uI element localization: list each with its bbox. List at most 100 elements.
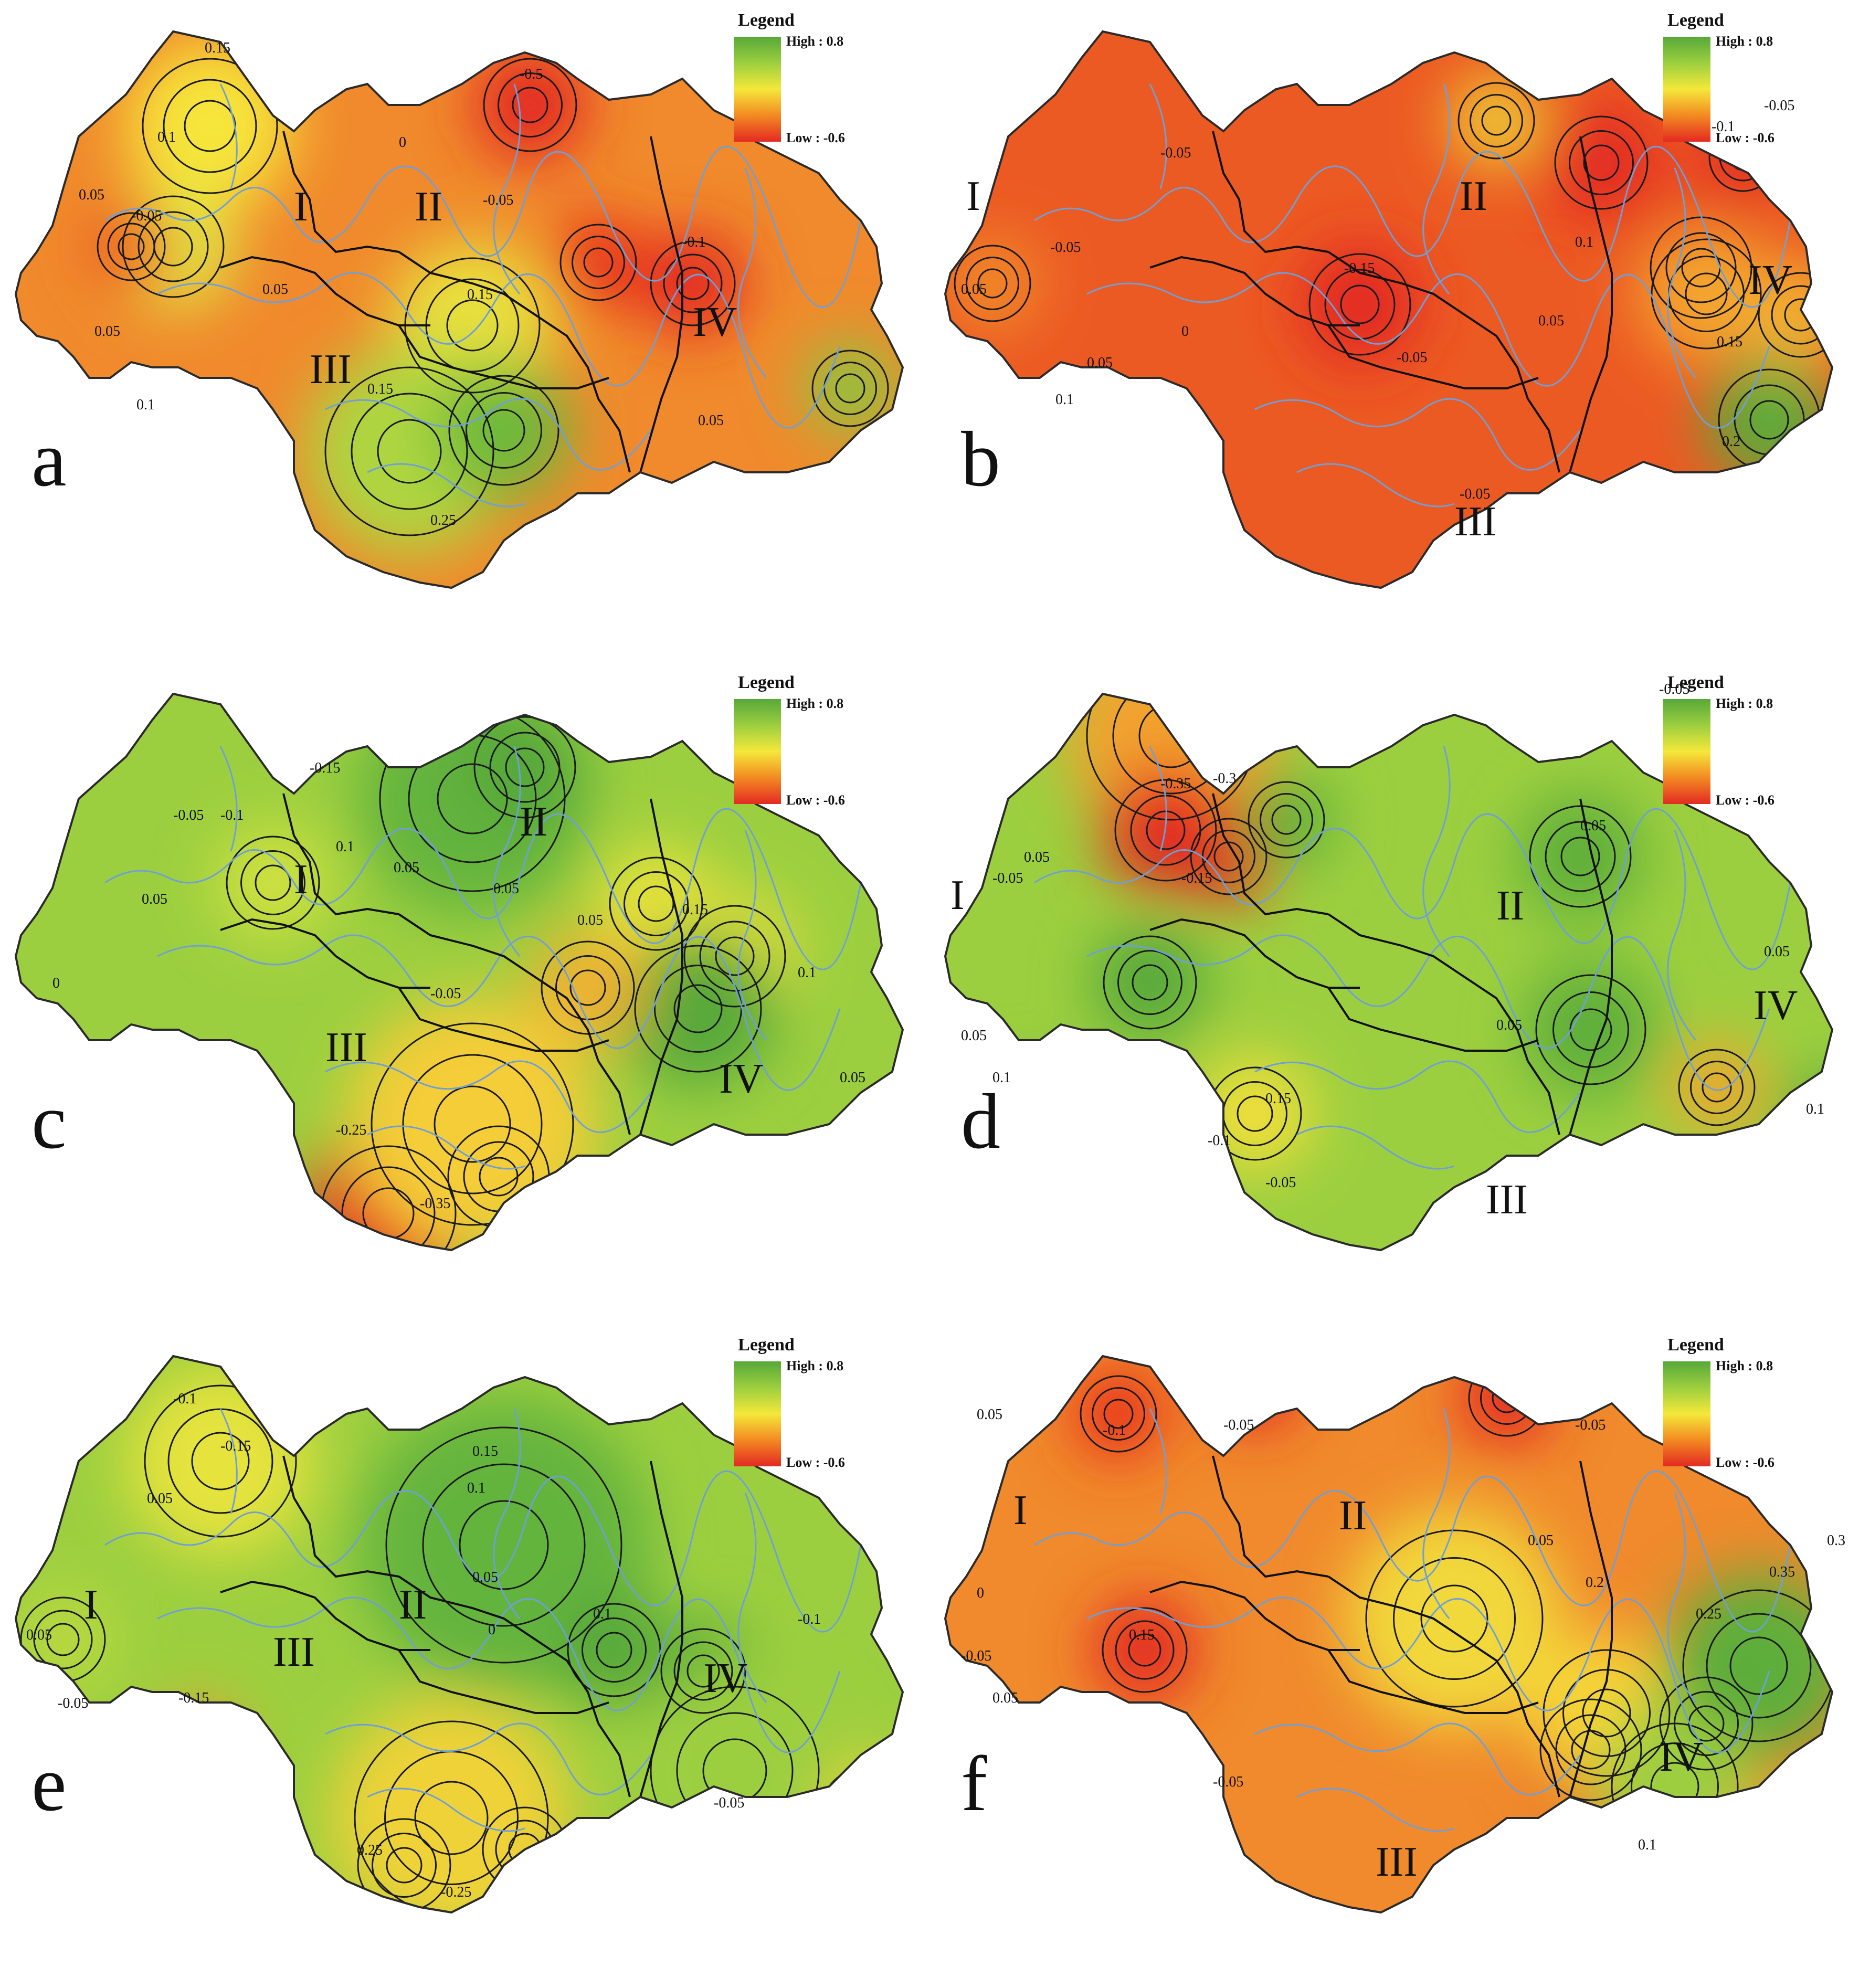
contour-value-label: 0.05 — [394, 860, 419, 876]
region-label-III: III — [273, 1629, 315, 1675]
legend: Legend High : 0.8 Low : -0.6 — [1659, 1335, 1795, 1482]
contour-line — [473, 716, 576, 819]
contour-value-label: 0 — [488, 1622, 495, 1638]
contour-line — [1216, 1356, 1294, 1421]
river-line — [104, 1470, 862, 1633]
river-line — [1086, 1596, 1770, 1753]
contour-value-label: 0.15 — [367, 381, 393, 397]
contour-line — [1340, 284, 1380, 324]
river-line — [1086, 272, 1770, 429]
contour-line — [1457, 82, 1535, 160]
contour-line — [1545, 821, 1616, 892]
value-patch — [1460, 1356, 1554, 1445]
contour-line — [596, 1632, 632, 1668]
region-boundary — [1327, 913, 1529, 1062]
value-patch — [1197, 1056, 1313, 1171]
contour-line — [163, 79, 257, 173]
legend-low-label: Low : -0.6 — [786, 130, 845, 145]
panel-letter: b — [961, 416, 1000, 503]
legend-title: Legend — [738, 673, 795, 692]
river-line — [1254, 1060, 1581, 1133]
map-panel-d: -0.05 0.05 -0.35 -0.3 -0.15 0.05 0.1 0.15 -0.1 -0… — [930, 662, 1859, 1325]
map-outline — [14, 692, 904, 1252]
contour-line — [118, 233, 145, 260]
contour-line — [673, 984, 723, 1033]
region-label-IV: IV — [719, 1056, 763, 1102]
contour-line — [165, 1710, 234, 1779]
region-boundary — [398, 251, 599, 399]
contour-value-label: 0.05 — [142, 891, 167, 907]
contour-value-label: 0.05 — [577, 912, 603, 928]
contour-line — [1729, 1636, 1788, 1695]
contour-line — [609, 856, 703, 951]
region-label-II: II — [415, 184, 442, 230]
river-line — [1422, 83, 1451, 294]
map-outline — [944, 692, 1834, 1252]
legend-color-ramp — [1663, 37, 1710, 142]
contour-map-b: -0.05 -0.05 0.05 0.05 0.1 0 -0.15 -0.05 -0.05 0.0… — [944, 30, 1834, 589]
contour-line — [1080, 1375, 1157, 1453]
region-label-III: III — [325, 1024, 367, 1071]
value-patch — [1544, 105, 1659, 220]
river-line — [367, 463, 525, 507]
river-line — [325, 398, 652, 471]
region-label-I: I — [1013, 1487, 1028, 1534]
contour-line — [1583, 144, 1620, 181]
region-boundary — [1569, 798, 1613, 1135]
river-line — [1667, 167, 1697, 378]
contour-line — [324, 366, 494, 536]
contour-line — [1228, 1356, 1282, 1409]
contour-line — [650, 240, 736, 326]
contour-value-label: -0.05 — [1160, 145, 1191, 161]
river-line — [157, 272, 841, 429]
region-boundary — [1527, 1060, 1560, 1135]
river-line — [1034, 1470, 1791, 1633]
value-patch — [331, 1697, 572, 1912]
region-boundary — [1569, 1461, 1613, 1797]
contour-line — [541, 940, 635, 1035]
contour-line — [683, 905, 786, 1008]
region-boundary — [1327, 251, 1529, 399]
contour-value-label: 0.05 — [1764, 944, 1790, 960]
contour-value-label: -0.15 — [178, 1690, 209, 1706]
region-label-I: I — [966, 173, 980, 219]
map-outline — [944, 1355, 1834, 1914]
legend-color-ramp — [734, 699, 781, 804]
river-line — [104, 145, 862, 308]
value-patch — [1092, 925, 1208, 1040]
contour-value-label: 0.05 — [147, 1490, 173, 1507]
contour-line — [954, 245, 1031, 322]
river-line — [493, 1408, 521, 1619]
panel-letter: a — [31, 416, 67, 503]
value-patch — [1239, 773, 1334, 867]
value-patch — [1344, 1508, 1565, 1729]
value-patch — [472, 47, 588, 163]
region-label-IV: IV — [703, 1655, 747, 1701]
contour-value-label: -0.05 — [1265, 1175, 1296, 1191]
contour-line — [811, 350, 889, 427]
region-boundary — [398, 913, 599, 1062]
contour-value-label: 0.15 — [682, 902, 708, 918]
contour-map-a: 0.15 0.1 0.05 -0.05 0.05 0.05 -0.5 -0.05 0 0.1 0.1… — [14, 30, 904, 589]
region-boundary — [597, 1722, 631, 1797]
river-line — [1034, 808, 1791, 970]
contour-line — [1017, 1091, 1041, 1115]
river-line — [219, 83, 238, 189]
region-label-I: I — [84, 1582, 98, 1628]
river-line — [325, 1722, 652, 1795]
contour-line — [385, 1426, 622, 1664]
contour-value-label: 0.2 — [1722, 433, 1740, 450]
region-label-III: III — [310, 346, 352, 393]
contour-line — [1582, 1688, 1631, 1738]
contour-value-label: 0.1 — [157, 129, 176, 145]
river-line — [1254, 398, 1581, 471]
contour-line — [446, 299, 499, 352]
region-boundary — [282, 793, 399, 916]
legend-color-ramp — [734, 1361, 781, 1466]
contour-line — [977, 268, 1008, 299]
contour-value-label: 0.25 — [1696, 1606, 1721, 1622]
contour-value-label: -0.05 — [1460, 486, 1490, 502]
region-boundary — [1149, 918, 1360, 989]
contour-line — [1240, 1367, 1270, 1398]
contour-value-label: -0.15 — [310, 760, 340, 776]
